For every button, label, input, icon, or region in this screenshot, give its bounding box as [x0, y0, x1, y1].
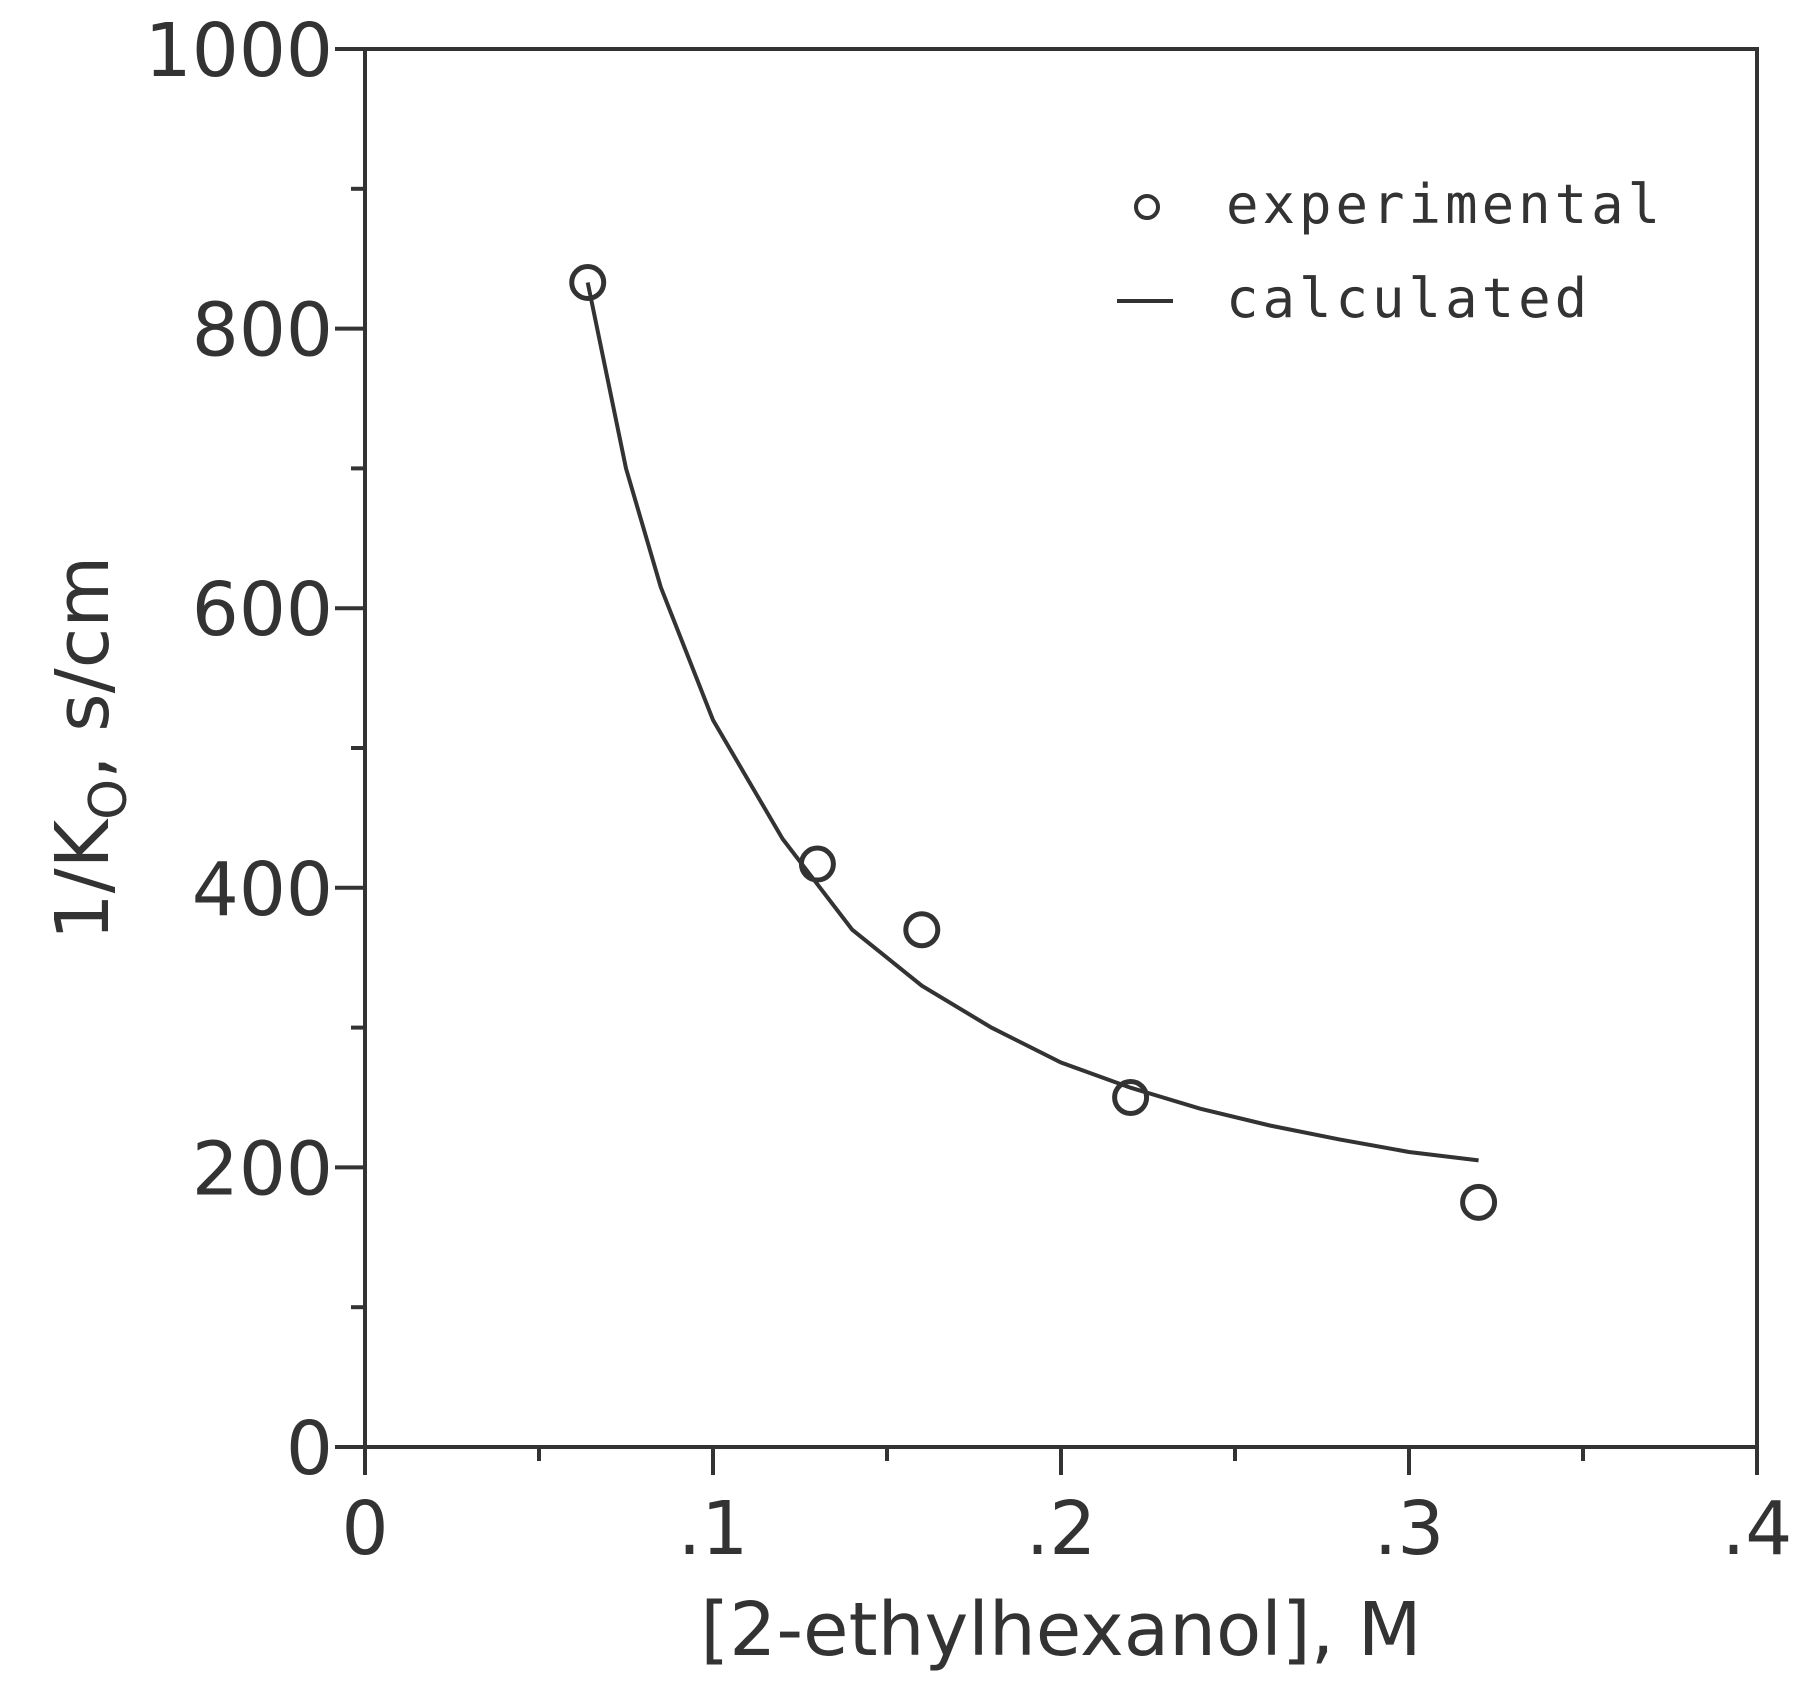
legend: experimental calculated: [1117, 173, 1664, 330]
experimental-point: [798, 845, 836, 883]
x-axis-label: [2-ethylhexanol], M: [700, 1587, 1421, 1673]
legend-marker-experimental: [1134, 194, 1160, 220]
experimental-point: [569, 263, 607, 301]
y-axis-ticks: 0 200 400 600 800 1000: [145, 8, 365, 1492]
x-tick-label: .1: [678, 1486, 749, 1572]
x-tick-label: .3: [1374, 1486, 1445, 1572]
y-axis-label-subscript: O: [79, 779, 139, 820]
y-axis-label-tail: , s/cm: [40, 556, 126, 779]
legend-label-experimental: experimental: [1226, 173, 1664, 236]
plot-frame: [363, 47, 1759, 1449]
calculated-curve: [585, 282, 1479, 1163]
y-axis-label-main: 1/K: [40, 817, 126, 940]
y-tick-label: 200: [192, 1126, 333, 1212]
y-tick-label: 0: [286, 1406, 333, 1492]
experimental-point: [1112, 1079, 1150, 1116]
y-tick-label: 1000: [145, 8, 333, 94]
experimental-point: [903, 911, 941, 949]
x-axis-ticks: 0 .1 .2 .3 .4: [341, 1447, 1792, 1572]
x-tick-label: 0: [341, 1486, 388, 1572]
y-axis-label: 1/KO, s/cm: [40, 556, 139, 941]
experimental-point: [1460, 1183, 1498, 1221]
x-tick-label: .2: [1026, 1486, 1097, 1572]
legend-label-calculated: calculated: [1226, 267, 1591, 330]
x-tick-label: .4: [1722, 1486, 1793, 1572]
y-tick-label: 800: [192, 288, 333, 374]
y-tick-label: 600: [192, 567, 333, 653]
experimental-points: [569, 263, 1498, 1221]
y-tick-label: 400: [192, 847, 333, 933]
